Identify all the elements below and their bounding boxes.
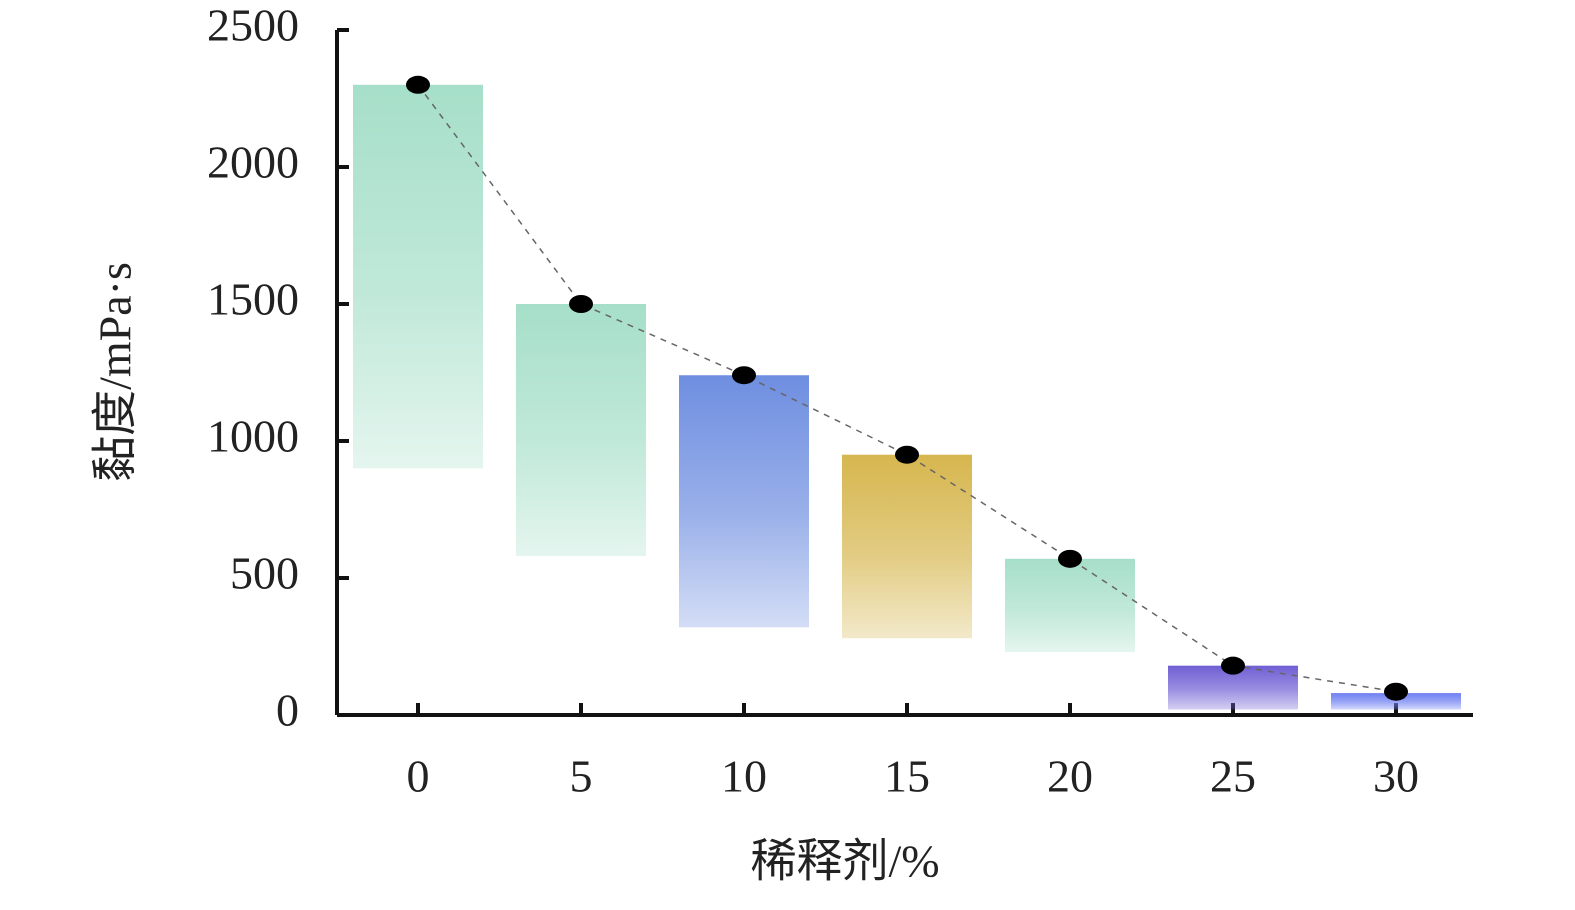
point [1058,549,1082,568]
point [406,75,430,94]
y-tick-label: 0 [276,685,299,736]
point [569,295,593,313]
point [1384,682,1408,701]
bar [679,375,809,628]
x-tick-label: 5 [570,751,593,802]
bar [353,84,483,469]
x-axis-label: 稀释剂/% [750,836,939,887]
y-axis-label: 黏度/mPa·s [90,262,141,482]
point [732,366,756,385]
bar [1005,558,1135,652]
point [1221,656,1245,675]
bar [516,304,646,557]
x-tick-label: 0 [407,751,430,802]
x-tick-label: 30 [1373,751,1419,802]
y-tick-label: 1500 [207,274,299,325]
y-tick-label: 500 [230,548,299,599]
y-tick-label: 2500 [207,0,299,51]
x-tick-label: 15 [884,751,930,802]
y-tick-label: 2000 [207,137,299,188]
bar [1331,693,1461,710]
x-tick-label: 25 [1210,751,1256,802]
x-tick-label: 10 [721,751,767,802]
y-tick-label: 1000 [207,411,299,462]
bar [842,454,972,639]
point [895,445,919,464]
x-tick-label: 20 [1047,751,1093,802]
